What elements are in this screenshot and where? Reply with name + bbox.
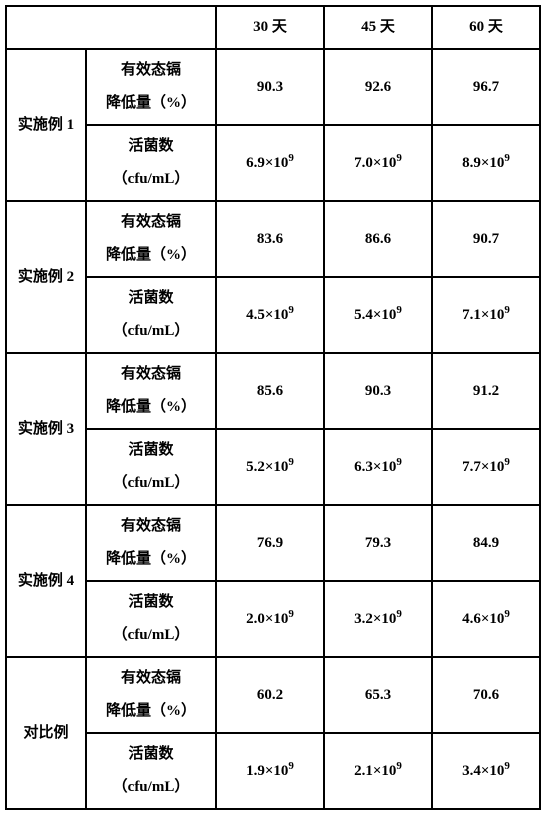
table-row: 活菌数（cfu/mL）1.9×1092.1×1093.4×109 <box>6 733 540 809</box>
table-row: 对比例有效态镉降低量（%）60.265.370.6 <box>6 657 540 733</box>
header-30: 30 天 <box>216 6 324 49</box>
cell-value: 4.5×109 <box>216 277 324 353</box>
header-row: 30 天 45 天 60 天 <box>6 6 540 49</box>
table-row: 实施例 2有效态镉降低量（%）83.686.690.7 <box>6 201 540 277</box>
table-row: 活菌数（cfu/mL）5.2×1096.3×1097.7×109 <box>6 429 540 505</box>
table-row: 实施例 1有效态镉降低量（%）90.392.696.7 <box>6 49 540 125</box>
cell-value: 65.3 <box>324 657 432 733</box>
cell-value: 3.4×109 <box>432 733 540 809</box>
cell-value: 6.9×109 <box>216 125 324 201</box>
header-60: 60 天 <box>432 6 540 49</box>
cell-value: 5.2×109 <box>216 429 324 505</box>
data-table: 30 天 45 天 60 天 实施例 1有效态镉降低量（%）90.392.696… <box>5 5 541 810</box>
metric-label: 有效态镉降低量（%） <box>86 353 216 429</box>
header-45: 45 天 <box>324 6 432 49</box>
cell-value: 90.3 <box>216 49 324 125</box>
table-row: 实施例 4有效态镉降低量（%）76.979.384.9 <box>6 505 540 581</box>
cell-value: 85.6 <box>216 353 324 429</box>
cell-value: 3.2×109 <box>324 581 432 657</box>
cell-value: 2.0×109 <box>216 581 324 657</box>
metric-label: 活菌数（cfu/mL） <box>86 277 216 353</box>
metric-label: 活菌数（cfu/mL） <box>86 125 216 201</box>
cell-value: 96.7 <box>432 49 540 125</box>
metric-label: 有效态镉降低量（%） <box>86 49 216 125</box>
group-label: 实施例 2 <box>6 201 86 353</box>
table-row: 实施例 3有效态镉降低量（%）85.690.391.2 <box>6 353 540 429</box>
group-label: 实施例 4 <box>6 505 86 657</box>
cell-value: 4.6×109 <box>432 581 540 657</box>
cell-value: 8.9×109 <box>432 125 540 201</box>
metric-label: 活菌数（cfu/mL） <box>86 429 216 505</box>
table-row: 活菌数（cfu/mL）2.0×1093.2×1094.6×109 <box>6 581 540 657</box>
metric-label: 活菌数（cfu/mL） <box>86 581 216 657</box>
cell-value: 92.6 <box>324 49 432 125</box>
group-label: 实施例 1 <box>6 49 86 201</box>
metric-label: 活菌数（cfu/mL） <box>86 733 216 809</box>
cell-value: 76.9 <box>216 505 324 581</box>
cell-value: 2.1×109 <box>324 733 432 809</box>
cell-value: 60.2 <box>216 657 324 733</box>
cell-value: 1.9×109 <box>216 733 324 809</box>
cell-value: 91.2 <box>432 353 540 429</box>
cell-value: 90.3 <box>324 353 432 429</box>
metric-label: 有效态镉降低量（%） <box>86 201 216 277</box>
cell-value: 79.3 <box>324 505 432 581</box>
group-label: 对比例 <box>6 657 86 809</box>
metric-label: 有效态镉降低量（%） <box>86 657 216 733</box>
group-label: 实施例 3 <box>6 353 86 505</box>
table-row: 活菌数（cfu/mL）6.9×1097.0×1098.9×109 <box>6 125 540 201</box>
cell-value: 90.7 <box>432 201 540 277</box>
cell-value: 83.6 <box>216 201 324 277</box>
cell-value: 5.4×109 <box>324 277 432 353</box>
header-blank <box>6 6 216 49</box>
table-row: 活菌数（cfu/mL）4.5×1095.4×1097.1×109 <box>6 277 540 353</box>
cell-value: 7.7×109 <box>432 429 540 505</box>
cell-value: 7.0×109 <box>324 125 432 201</box>
metric-label: 有效态镉降低量（%） <box>86 505 216 581</box>
cell-value: 86.6 <box>324 201 432 277</box>
cell-value: 6.3×109 <box>324 429 432 505</box>
cell-value: 84.9 <box>432 505 540 581</box>
cell-value: 7.1×109 <box>432 277 540 353</box>
cell-value: 70.6 <box>432 657 540 733</box>
